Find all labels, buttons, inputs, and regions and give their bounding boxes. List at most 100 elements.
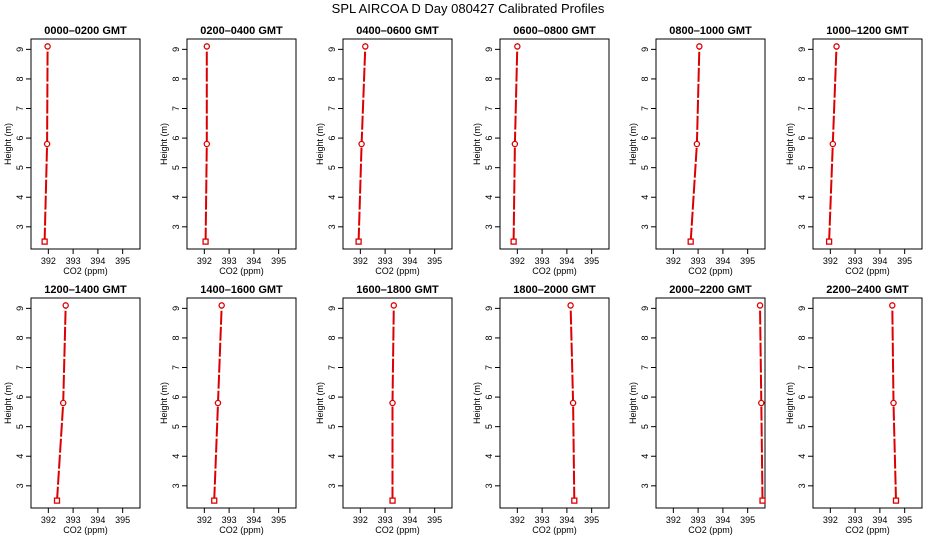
y-tick-label: 8 [15,335,25,340]
x-tick-label: 393 [66,256,81,266]
y-axis-label: Height (m) [785,123,795,165]
y-axis-label: Height (m) [785,382,795,424]
data-point [203,43,211,50]
x-tick-label: 394 [559,515,574,525]
y-tick-label: 8 [327,335,337,340]
y-tick-label: 4 [640,195,650,200]
profile-chart-7: 1400–1600 GMT 392 393 394 395 CO2 (ppm) 3 4 5 6 7 8… [159,284,297,535]
x-tick-label: 395 [897,515,912,525]
y-tick-label: 9 [797,47,807,52]
data-point [758,399,765,407]
y-tick-label: 5 [484,165,494,170]
x-tick-label: 394 [559,256,574,266]
data-point [218,302,225,309]
y-tick-label: 6 [15,136,25,141]
x-axis-label: CO2 (ppm) [532,266,577,276]
x-tick-label: 394 [402,256,417,266]
x-tick-label: 392 [197,256,212,266]
data-point [514,43,521,50]
y-tick-label: 3 [797,224,807,229]
chart-title: 1600–1800 GMT [356,284,439,296]
x-tick-label: 392 [823,256,838,266]
x-tick-label: 395 [897,256,912,266]
x-tick-label: 392 [666,515,681,525]
chart-title: 0200–0400 GMT [200,25,283,37]
profile-chart-1: 0200–0400 GMT 392 393 394 395 CO2 (ppm) 3 4 5 6 7 8… [159,25,297,276]
y-tick-label: 8 [327,76,337,81]
y-tick-label: 6 [327,395,337,400]
y-tick-label: 3 [327,483,337,488]
x-tick-label: 392 [197,515,212,525]
y-tick-label: 6 [640,136,650,141]
y-tick-label: 6 [797,136,807,141]
profile-chart-6: 1200–1400 GMT 392 393 394 395 CO2 (ppm) 3 4 5 6 7 8… [3,284,141,535]
y-axis-label: Height (m) [159,382,169,424]
x-tick-label: 394 [715,515,730,525]
y-tick-label: 4 [15,195,25,200]
profile-chart-3: 0600–0800 GMT 392 393 394 395 CO2 (ppm) 3 4 5 6 7 8… [472,25,610,276]
plot-frame [186,297,297,509]
y-tick-label: 3 [171,224,181,229]
x-tick-label: 392 [510,256,525,266]
x-tick-label: 392 [41,515,56,525]
x-axis-label: CO2 (ppm) [845,525,890,535]
x-tick-label: 393 [378,515,393,525]
plot-frame [499,38,610,250]
y-tick-label: 9 [327,47,337,52]
x-tick-label: 393 [691,515,706,525]
y-tick-label: 6 [484,136,494,141]
y-axis-label: Height (m) [159,123,169,165]
data-point [571,497,578,504]
y-tick-label: 8 [171,335,181,340]
x-tick-label: 394 [715,256,730,266]
data-point [41,238,48,245]
y-tick-label: 7 [327,106,337,111]
plot-frame [342,297,453,509]
y-tick-label: 7 [640,365,650,370]
data-point [62,302,69,309]
y-tick-label: 5 [640,424,650,429]
x-tick-label: 394 [90,256,105,266]
y-tick-label: 9 [15,47,25,52]
y-tick-label: 9 [797,306,807,311]
data-point [203,140,211,148]
y-tick-label: 7 [797,365,807,370]
y-tick-label: 9 [15,306,25,311]
data-point [59,399,67,407]
plot-frame [812,38,923,250]
data-point [890,399,897,407]
x-tick-label: 394 [872,256,887,266]
y-tick-label: 4 [640,454,650,459]
y-tick-label: 7 [327,365,337,370]
data-point [569,399,577,407]
data-point [389,399,396,407]
y-tick-label: 5 [797,165,807,170]
chart-title: 0600–0800 GMT [513,25,596,37]
y-tick-label: 8 [797,76,807,81]
y-tick-label: 5 [640,165,650,170]
y-tick-label: 3 [171,483,181,488]
x-tick-label: 394 [872,515,887,525]
x-tick-label: 392 [41,256,56,266]
data-point [362,43,369,50]
data-point [889,302,896,309]
y-tick-label: 5 [797,424,807,429]
profile-chart-8: 1600–1800 GMT 392 393 394 395 CO2 (ppm) 3 4 5 6 7 8… [315,284,453,535]
x-tick-label: 394 [246,256,261,266]
y-tick-label: 3 [484,224,494,229]
data-point [44,43,51,50]
y-tick-label: 4 [171,195,181,200]
x-axis-label: CO2 (ppm) [688,266,733,276]
y-tick-label: 5 [15,165,25,170]
y-tick-label: 3 [484,483,494,488]
x-axis-label: CO2 (ppm) [63,266,108,276]
x-tick-label: 393 [222,256,237,266]
y-axis-label: Height (m) [315,382,325,424]
y-tick-label: 6 [15,395,25,400]
x-tick-label: 392 [823,515,838,525]
y-axis-label: Height (m) [315,123,325,165]
x-tick-label: 395 [427,515,442,525]
data-point [693,140,701,148]
y-tick-label: 9 [640,306,650,311]
